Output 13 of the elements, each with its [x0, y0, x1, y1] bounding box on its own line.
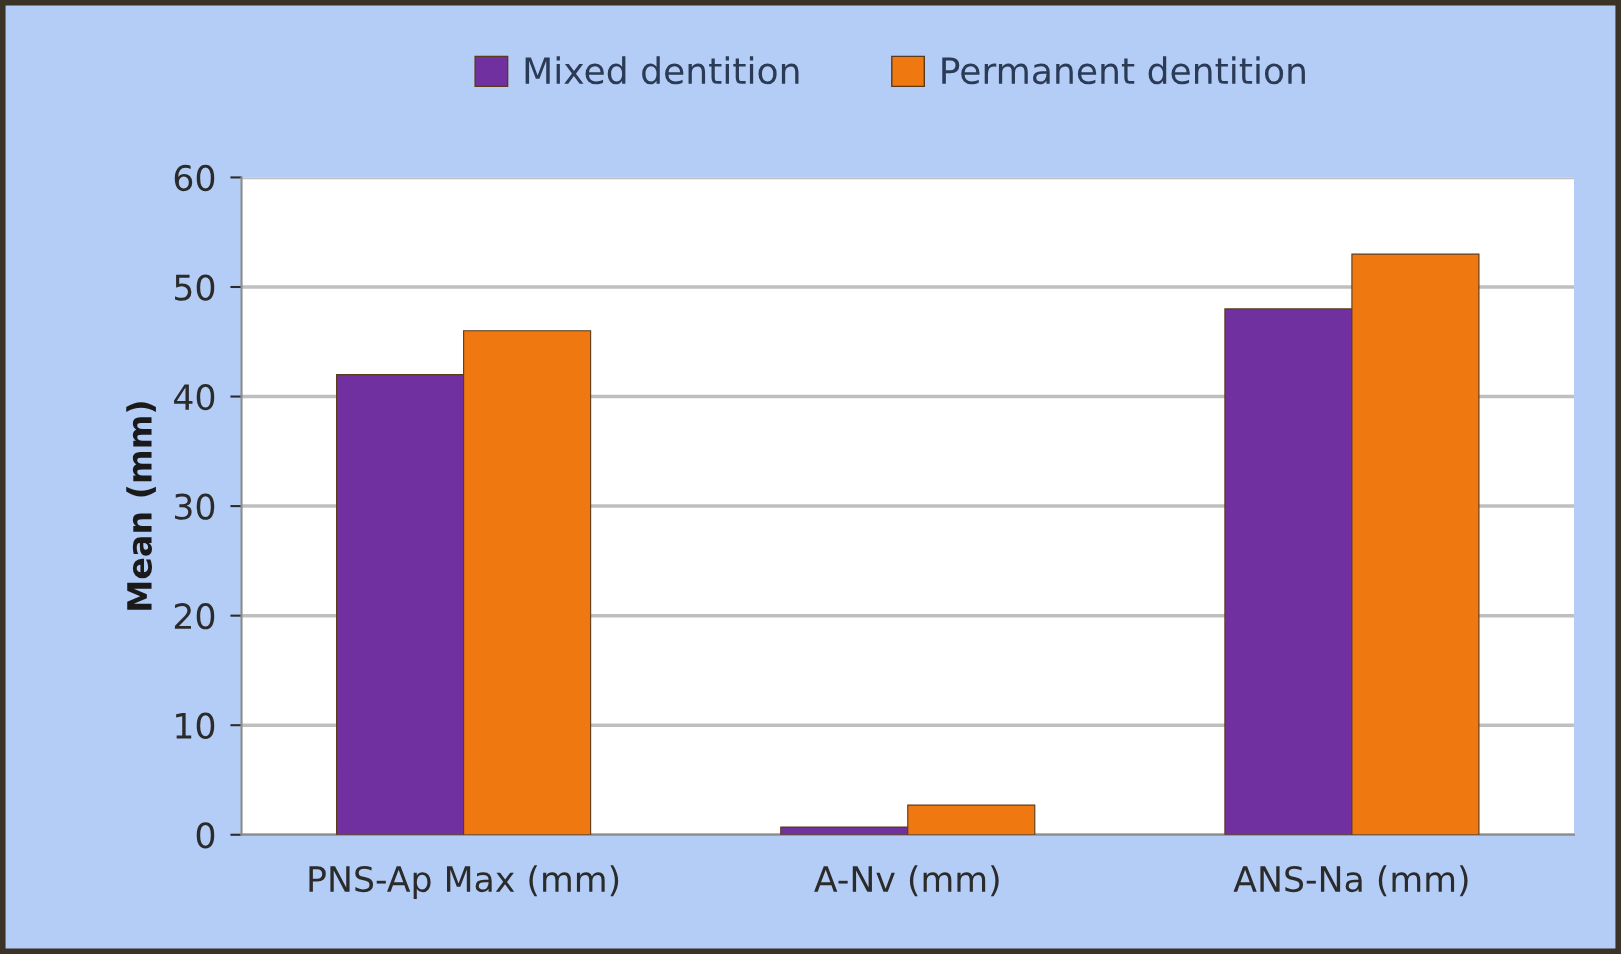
legend-label: Permanent dentition [942, 56, 1305, 85]
y-tick-label: 60 [174, 164, 215, 192]
legend-label: Mixed dentition [525, 56, 799, 85]
y-tick-label: 40 [174, 383, 215, 411]
x-tick-label: A-Nv (mm) [814, 865, 999, 897]
y-tick-label: 0 [196, 822, 215, 849]
x-tick-label: PNS-Ap Max (mm) [309, 865, 619, 899]
y-axis-title: Mean (mm) [126, 402, 156, 610]
y-tick-label: 10 [176, 712, 215, 739]
y-tick-label: 20 [174, 603, 215, 630]
x-tick-label: ANS-Na (mm) [1233, 865, 1468, 897]
y-tick-label: 30 [174, 493, 215, 520]
y-tick-label: 50 [175, 274, 215, 301]
